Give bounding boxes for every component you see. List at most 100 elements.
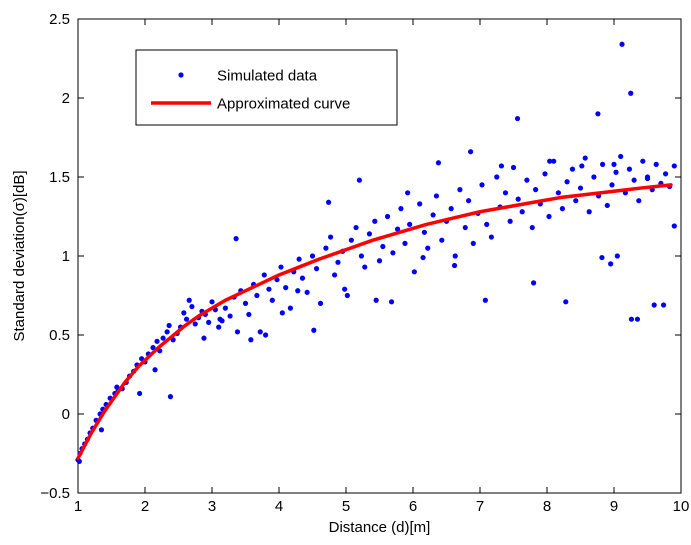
x-tick-label: 3	[208, 498, 216, 515]
x-tick-label: 10	[673, 498, 690, 515]
data-point	[502, 190, 509, 196]
data-point	[283, 285, 289, 291]
data-point	[216, 324, 222, 330]
data-point	[388, 299, 395, 305]
data-point	[604, 202, 610, 209]
data-point	[183, 316, 190, 322]
data-point	[479, 182, 485, 188]
data-point	[671, 163, 677, 169]
series-layer	[75, 41, 677, 464]
data-point	[269, 297, 275, 303]
data-point	[529, 224, 535, 231]
data-point	[425, 245, 431, 251]
data-point	[430, 212, 436, 218]
data-point	[577, 185, 584, 191]
data-point	[498, 163, 505, 169]
y-tick-label: 1	[62, 248, 70, 265]
data-point	[551, 158, 557, 164]
data-point	[619, 41, 625, 47]
data-point	[342, 286, 348, 292]
data-point	[376, 258, 383, 264]
data-point	[599, 254, 605, 261]
data-point	[531, 280, 537, 286]
data-point	[299, 275, 306, 281]
legend-label-approximated-curve: Approximated curve	[217, 96, 350, 113]
data-point	[573, 198, 579, 204]
data-point	[448, 206, 454, 212]
data-point	[222, 305, 228, 311]
data-point	[192, 321, 198, 327]
data-point	[644, 175, 651, 182]
data-point	[227, 313, 233, 319]
y-tick-label: 2.5	[49, 11, 70, 28]
x-tick-label: 8	[543, 498, 551, 515]
data-point	[114, 384, 120, 390]
data-point	[344, 292, 350, 299]
axis-layer: 1 2 3 4 5 6 7 8 9 10 −0.5 0 0.5 1 1.5 2 2.5	[40, 11, 689, 515]
data-point	[373, 297, 379, 303]
data-point	[234, 329, 241, 335]
data-point	[563, 299, 569, 305]
data-point	[600, 161, 606, 167]
data-point	[398, 206, 404, 212]
x-tick-label: 7	[476, 498, 484, 515]
data-point	[405, 190, 411, 196]
data-point	[609, 182, 615, 188]
data-point	[362, 264, 368, 270]
data-point	[421, 229, 427, 235]
data-point	[348, 237, 354, 243]
data-point	[261, 272, 267, 278]
data-point	[611, 161, 617, 167]
data-point	[488, 234, 494, 240]
data-point	[533, 187, 539, 193]
data-point	[628, 90, 634, 96]
data-point	[662, 171, 669, 177]
data-point	[356, 177, 362, 183]
x-tick-label: 9	[610, 498, 618, 515]
x-tick-label: 5	[342, 498, 350, 515]
data-point	[402, 240, 408, 246]
data-point	[614, 253, 620, 259]
data-point	[470, 240, 476, 246]
x-axis-label: Distance (d)[m]	[329, 519, 431, 536]
legend-label-simulated-data: Simulated data	[217, 68, 318, 85]
data-point	[380, 243, 386, 250]
data-point	[466, 198, 472, 204]
data-point	[555, 190, 561, 196]
data-point	[653, 161, 659, 167]
data-point	[671, 223, 677, 229]
data-point	[595, 111, 601, 117]
data-point	[651, 302, 657, 308]
data-point	[564, 179, 570, 185]
data-point	[98, 427, 105, 433]
data-point	[209, 299, 215, 305]
data-point	[582, 155, 588, 161]
data-point	[296, 256, 302, 262]
data-point	[150, 345, 156, 351]
data-point	[547, 158, 553, 164]
data-point	[394, 226, 401, 232]
data-point	[451, 262, 458, 269]
data-point	[266, 286, 272, 292]
legend: Simulated data Approximated curve	[135, 49, 398, 126]
data-point	[137, 390, 143, 397]
data-point	[279, 310, 285, 316]
data-point	[233, 236, 239, 242]
data-point	[332, 272, 338, 278]
data-point	[482, 297, 488, 303]
data-point	[618, 153, 624, 160]
data-point	[254, 292, 260, 299]
data-point	[608, 261, 614, 267]
data-point	[462, 224, 468, 231]
data-point	[295, 288, 301, 294]
data-point	[242, 300, 249, 306]
data-point	[358, 253, 365, 259]
data-point	[248, 337, 254, 343]
y-tick-label: −0.5	[40, 485, 70, 502]
data-point	[407, 221, 413, 227]
data-point	[439, 237, 445, 243]
data-point	[484, 221, 490, 227]
data-point	[372, 218, 378, 224]
data-point	[591, 174, 597, 180]
